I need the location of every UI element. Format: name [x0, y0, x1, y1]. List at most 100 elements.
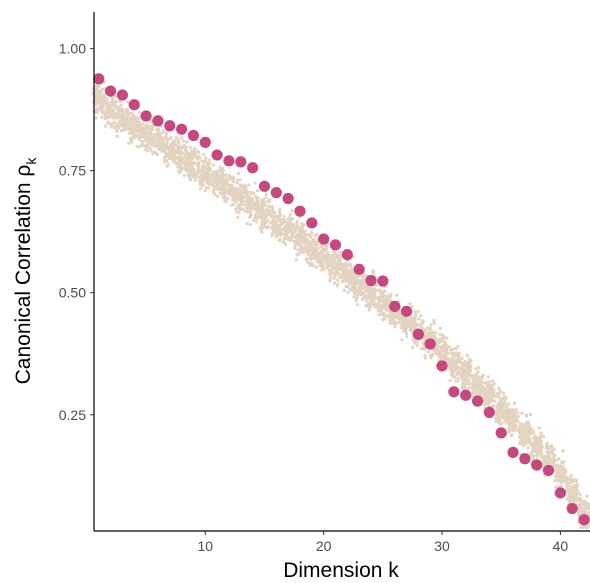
- null-point: [578, 492, 582, 496]
- null-point: [146, 124, 150, 128]
- null-point: [519, 423, 524, 427]
- null-point: [371, 271, 376, 275]
- null-point: [110, 101, 114, 106]
- null-point: [420, 322, 424, 326]
- observed-point: [531, 459, 543, 471]
- null-point: [169, 143, 173, 147]
- null-point: [450, 348, 455, 352]
- null-point: [571, 479, 575, 484]
- null-point: [532, 444, 536, 448]
- null-point: [316, 246, 320, 251]
- null-point: [547, 452, 551, 456]
- null-point: [254, 208, 258, 212]
- null-point: [148, 133, 153, 137]
- null-point: [466, 363, 470, 367]
- null-point: [457, 354, 461, 358]
- null-point: [304, 247, 308, 251]
- null-point: [226, 184, 230, 188]
- null-point: [190, 162, 195, 166]
- null-point: [486, 402, 490, 406]
- null-point: [296, 242, 300, 246]
- null-point: [221, 195, 225, 199]
- null-point: [348, 274, 352, 278]
- null-point: [511, 427, 515, 431]
- null-point: [298, 230, 302, 234]
- null-point: [409, 322, 413, 327]
- null-point: [248, 212, 253, 216]
- null-point: [555, 472, 559, 477]
- null-point: [423, 336, 427, 341]
- null-point: [224, 181, 228, 185]
- null-point: [275, 214, 279, 218]
- null-point: [406, 320, 410, 324]
- null-point: [342, 288, 346, 293]
- null-point: [400, 338, 404, 342]
- observed-point: [282, 192, 294, 205]
- null-point: [474, 392, 478, 396]
- null-point: [383, 300, 387, 304]
- null-point: [526, 420, 530, 424]
- null-point: [452, 351, 456, 355]
- null-point: [554, 467, 558, 472]
- null-point: [341, 278, 345, 282]
- null-point: [358, 285, 362, 289]
- null-point: [207, 180, 211, 184]
- null-point: [338, 250, 342, 254]
- null-point: [248, 197, 253, 201]
- null-point: [262, 197, 266, 201]
- y-tick-label: 0.25: [59, 407, 86, 423]
- null-point: [182, 173, 186, 178]
- null-point: [105, 121, 109, 126]
- observed-point: [507, 446, 519, 458]
- null-point: [466, 360, 470, 364]
- null-point: [175, 143, 179, 148]
- null-point: [236, 190, 240, 194]
- null-point: [553, 453, 557, 458]
- null-point: [519, 439, 523, 443]
- null-point: [409, 317, 413, 321]
- null-point: [441, 333, 445, 337]
- null-point: [554, 458, 558, 462]
- null-point: [480, 384, 485, 388]
- null-point: [164, 135, 168, 139]
- null-point: [550, 449, 554, 453]
- null-point: [325, 246, 329, 250]
- null-point: [400, 323, 404, 327]
- null-point: [259, 198, 263, 202]
- null-point: [130, 121, 134, 126]
- null-point: [558, 464, 563, 468]
- observed-point: [566, 502, 578, 515]
- null-point: [383, 307, 387, 311]
- null-point: [346, 285, 351, 289]
- null-point: [133, 127, 138, 131]
- null-point: [198, 187, 203, 191]
- observed-point: [235, 156, 247, 168]
- null-point: [516, 411, 520, 415]
- null-point: [145, 136, 150, 140]
- null-point: [125, 108, 129, 112]
- null-point: [438, 326, 443, 330]
- null-point: [538, 435, 542, 440]
- null-point: [311, 237, 315, 242]
- null-point: [165, 141, 169, 145]
- null-point: [385, 297, 389, 301]
- null-point: [456, 376, 460, 380]
- null-point: [540, 452, 544, 457]
- null-point: [99, 90, 103, 94]
- null-point: [155, 137, 159, 141]
- null-point: [140, 126, 145, 130]
- null-point: [371, 289, 375, 293]
- null-point: [506, 414, 511, 418]
- null-point: [464, 376, 469, 380]
- null-point: [241, 189, 246, 193]
- null-point: [277, 238, 281, 243]
- null-point: [554, 478, 559, 482]
- null-point: [293, 226, 297, 230]
- null-point: [230, 186, 234, 191]
- null-point: [264, 195, 268, 199]
- null-point: [189, 152, 194, 156]
- null-point: [580, 502, 585, 506]
- null-point: [293, 246, 297, 251]
- null-point: [559, 472, 563, 476]
- null-point: [562, 460, 566, 464]
